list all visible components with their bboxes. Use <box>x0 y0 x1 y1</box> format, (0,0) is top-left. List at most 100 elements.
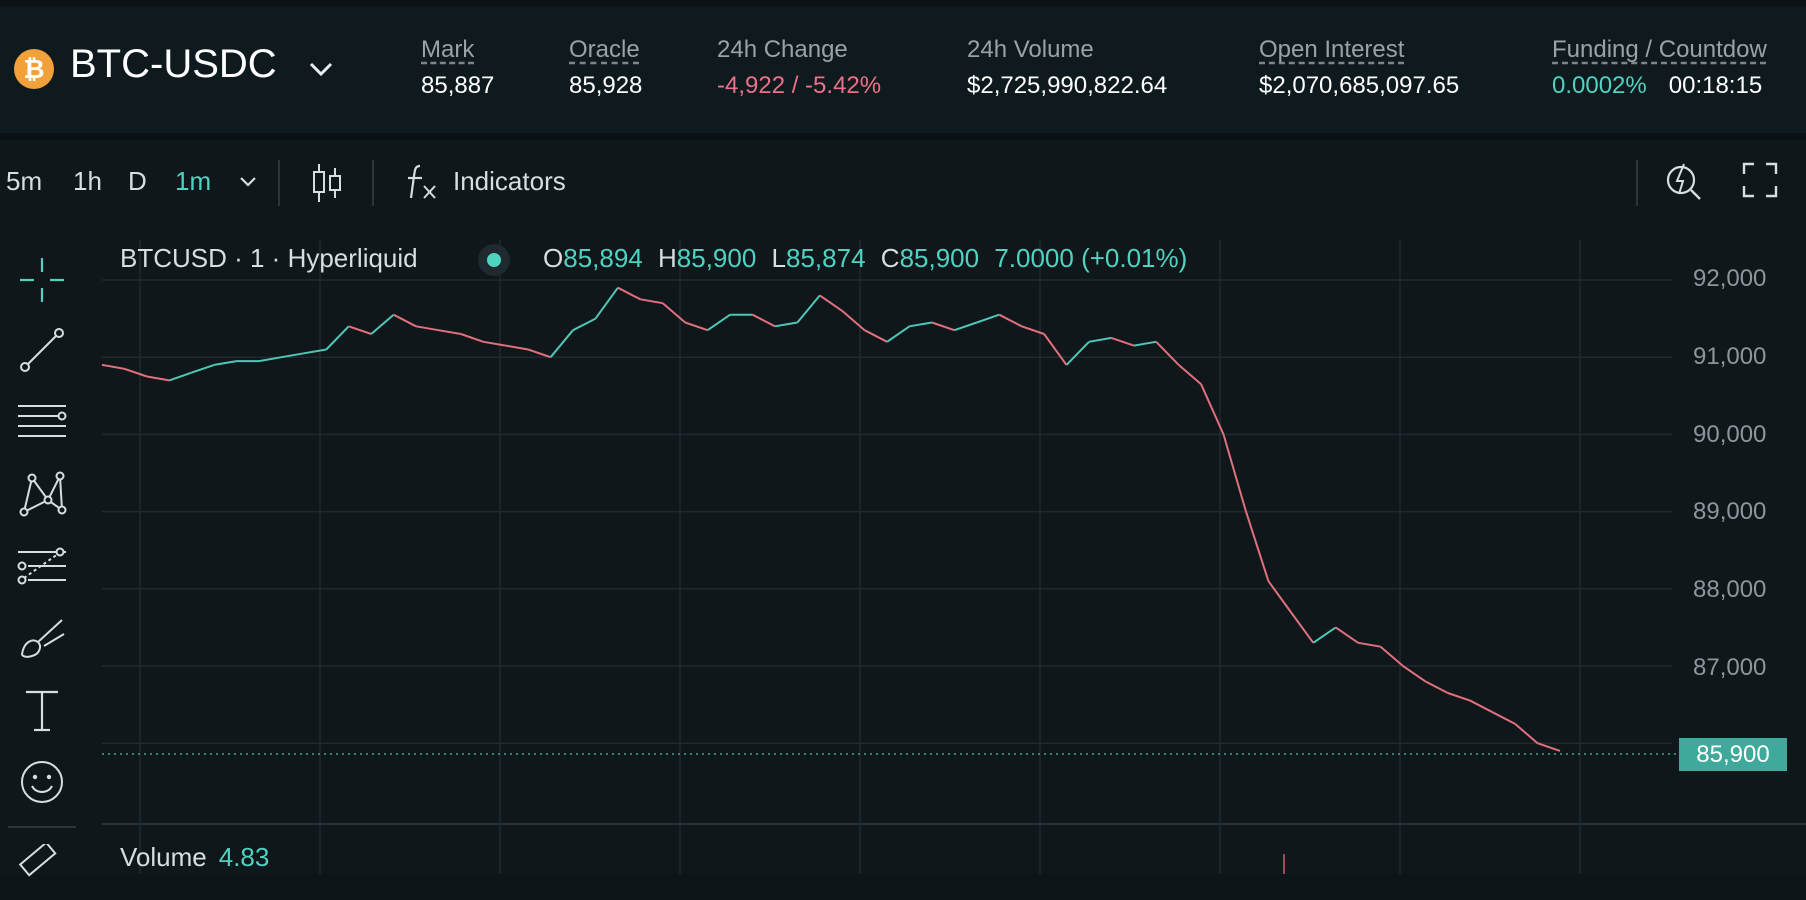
bitcoin-coin-icon: ₿ <box>14 49 54 89</box>
close-label: C <box>880 243 900 273</box>
price-segment <box>415 325 439 332</box>
price-segment <box>886 325 911 343</box>
y-tick-label: 92,000 <box>1693 265 1767 292</box>
price-segment <box>707 313 731 332</box>
visibility-dot-icon[interactable] <box>476 242 512 278</box>
price-segment <box>1111 336 1135 347</box>
price-segment <box>976 313 1000 324</box>
price-segment <box>1402 665 1426 683</box>
fx-icon[interactable] <box>404 160 440 202</box>
horizontal-lines-icon[interactable] <box>14 394 70 450</box>
change-value: 7.0000 (+0.01%) <box>994 243 1188 273</box>
price-segment <box>1021 325 1045 335</box>
stat-label: 24h Change <box>717 36 848 63</box>
price-segment <box>1379 645 1404 667</box>
stat-label[interactable]: Mark <box>421 36 475 63</box>
price-segment <box>841 310 866 331</box>
trend-line-icon[interactable] <box>14 322 70 378</box>
fullscreen-icon[interactable] <box>1742 162 1778 198</box>
high-label: H <box>658 243 677 273</box>
price-segment <box>124 367 148 378</box>
price-segment <box>909 321 933 328</box>
price-segment <box>1469 699 1494 714</box>
timeframe-1m[interactable]: 1m <box>175 166 212 196</box>
price-segment <box>954 321 978 332</box>
price-segment <box>617 286 641 301</box>
y-tick-label: 91,000 <box>1693 343 1767 370</box>
price-segment <box>864 329 888 343</box>
price-segment <box>191 363 215 374</box>
header-separator <box>0 133 1806 140</box>
y-tick-label: 88,000 <box>1693 576 1767 603</box>
y-tick-label: 87,000 <box>1693 654 1767 681</box>
chevron-down-icon[interactable] <box>236 172 260 190</box>
price-segment <box>662 302 686 324</box>
stat-label[interactable]: Funding / Countdow <box>1552 36 1767 63</box>
price-segment <box>752 313 776 328</box>
stat-value: -4,922 / -5.42% <box>717 72 882 99</box>
ruler-icon[interactable] <box>14 844 70 900</box>
stat-funding: Funding / Countdow 0.0002% 00:18:15 <box>1552 36 1806 100</box>
timeframe-5m[interactable]: 5m <box>6 166 43 196</box>
price-segment <box>1312 626 1337 644</box>
price-segment <box>1447 692 1471 702</box>
timeframe-d[interactable]: D <box>128 166 147 196</box>
price-segment <box>1065 341 1090 366</box>
timeframe-1h[interactable]: 1h <box>73 166 102 196</box>
price-segment <box>460 333 484 343</box>
price-segment <box>1200 383 1225 435</box>
stat-value: 85,887 <box>421 72 495 99</box>
toolbar-divider <box>372 160 374 206</box>
price-segment <box>438 329 462 335</box>
indicators-button[interactable]: Indicators <box>453 166 566 196</box>
pair-selector[interactable]: BTC-USDC <box>70 42 277 86</box>
toolbar-divider <box>1636 160 1638 206</box>
price-segment <box>1155 341 1180 366</box>
chart-toolbar <box>0 140 1806 224</box>
brush-icon[interactable] <box>14 610 70 666</box>
ohlc-readout: O85,894 H85,900 L85,874 C85,900 7.0000 (… <box>543 243 1187 274</box>
price-segment <box>1289 611 1315 644</box>
price-segment <box>549 329 574 358</box>
stat-value-row: 0.0002% 00:18:15 <box>1552 72 1806 100</box>
price-segment <box>1537 742 1561 752</box>
price-segment <box>1245 511 1270 582</box>
chart-area[interactable] <box>0 224 1806 874</box>
text-icon[interactable] <box>14 682 70 738</box>
price-segment <box>348 325 372 335</box>
price-segment <box>281 352 305 359</box>
price-segment <box>998 313 1023 328</box>
chart-legend: BTCUSD · 1 · Hyperliquid <box>120 243 418 273</box>
price-segment <box>1088 336 1112 343</box>
pattern-icon[interactable] <box>14 466 70 522</box>
price-segment <box>1424 680 1449 694</box>
open-value: 85,894 <box>563 243 643 273</box>
price-segment <box>1492 711 1516 725</box>
stat-label[interactable]: Oracle <box>569 36 640 63</box>
chevron-down-icon[interactable] <box>306 54 336 84</box>
price-segment <box>572 317 596 332</box>
price-segment <box>1043 333 1068 366</box>
open-label: O <box>543 243 564 273</box>
emoji-icon[interactable] <box>14 754 70 810</box>
price-segment <box>146 375 170 382</box>
y-tick-label: 89,000 <box>1693 498 1767 525</box>
price-chart[interactable] <box>0 224 1806 874</box>
crosshair-icon[interactable] <box>14 252 70 308</box>
price-segment <box>258 356 282 363</box>
price-segment <box>1335 626 1359 644</box>
funding-countdown: 00:18:15 <box>1668 72 1763 99</box>
price-segment <box>325 325 350 351</box>
fib-icon[interactable] <box>14 538 70 594</box>
stat-value: 85,928 <box>569 72 643 99</box>
price-segment <box>505 344 529 351</box>
candles-icon[interactable] <box>310 160 344 206</box>
price-segment <box>101 363 125 370</box>
volume-label: Volume <box>120 842 207 872</box>
stat-label[interactable]: Open Interest <box>1259 36 1405 63</box>
zoom-icon[interactable] <box>1664 158 1704 204</box>
y-tick-label: 90,000 <box>1693 421 1767 448</box>
toolbar-divider <box>8 826 76 828</box>
last-price-tag: 85,900 <box>1679 738 1787 771</box>
funding-rate: 0.0002% <box>1552 72 1647 99</box>
